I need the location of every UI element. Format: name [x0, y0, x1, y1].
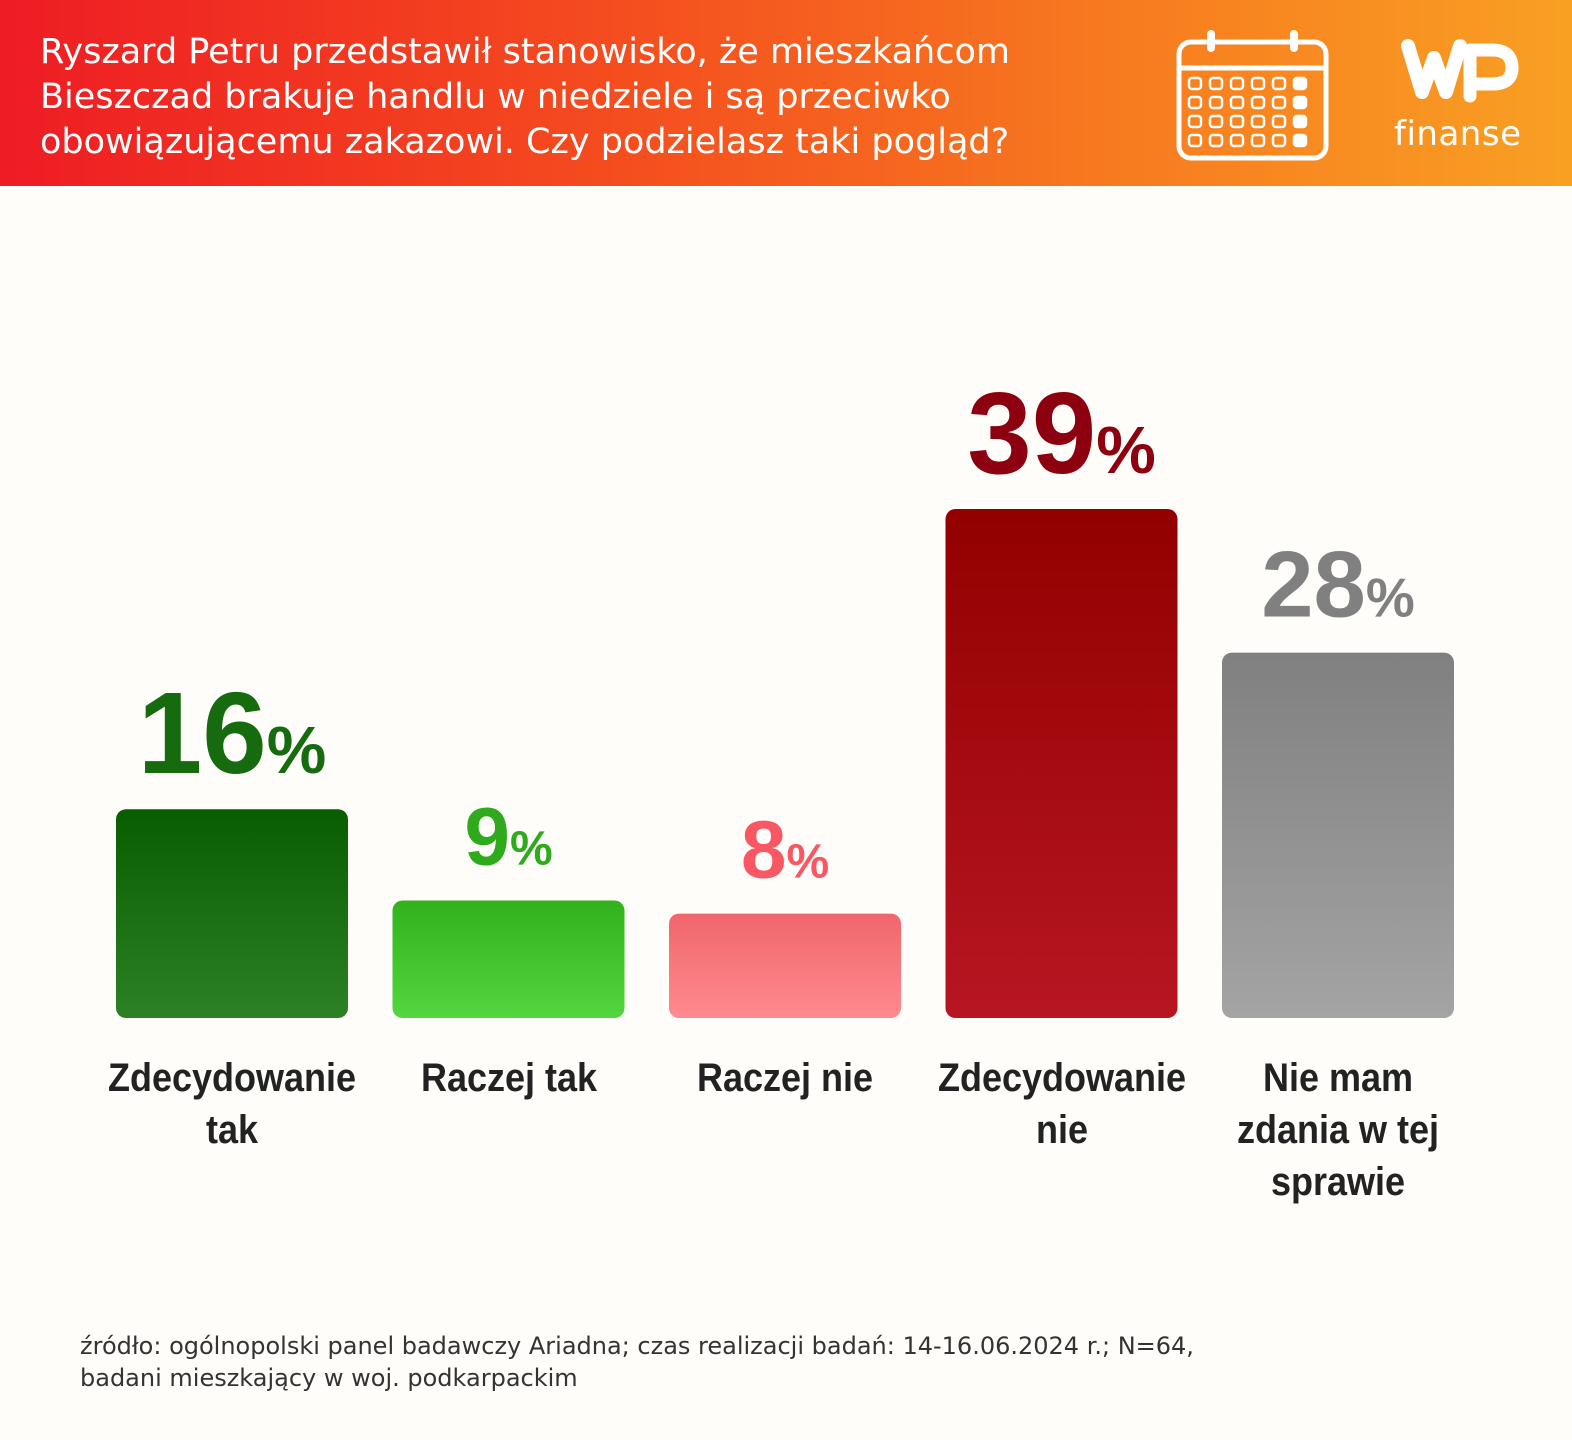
calendar-day-cell — [1208, 133, 1224, 148]
bar-value-label-2: 9% — [464, 792, 552, 883]
calendar-day-cell — [1187, 114, 1203, 129]
calendar-day-cell — [1292, 76, 1308, 91]
calendar-day-cell — [1229, 95, 1245, 110]
category-label-4: Zdecydowanie nie — [937, 1056, 1186, 1152]
category-label-5: Nie mam zdania w tej sprawie — [1236, 1056, 1440, 1204]
source-line-2: badani mieszkający w woj. podkarpackim — [80, 1364, 578, 1392]
category-label-1: Zdecydowanie tak — [107, 1056, 357, 1152]
calendar-day-cell — [1292, 95, 1308, 110]
calendar-day-cell — [1271, 95, 1287, 110]
bar-value-label-3: 8% — [741, 805, 829, 896]
category-label-3: Raczej nie — [696, 1056, 874, 1100]
calendar-day-cell — [1271, 133, 1287, 148]
calendar-day-cell — [1208, 114, 1224, 129]
calendar-day-cell — [1208, 76, 1224, 91]
logo-text: finanse — [1394, 114, 1522, 154]
bar-value-label-5: 28% — [1261, 532, 1414, 637]
calendar-day-cell — [1271, 114, 1287, 129]
bar-1 — [116, 809, 348, 1018]
calendar-day-cell — [1187, 76, 1203, 91]
source-line-1: źródło: ogólnopolski panel badawczy Aria… — [80, 1332, 1194, 1360]
wp-logo-mark — [1401, 39, 1519, 103]
survey-question: Ryszard Petru przedstawił stanowisko, że… — [40, 32, 1010, 162]
calendar-day-cell — [1250, 133, 1266, 148]
calendar-day-cell — [1250, 95, 1266, 110]
calendar-day-cell — [1187, 133, 1203, 148]
header-banner: Ryszard Petru przedstawił stanowisko, że… — [0, 0, 1572, 186]
calendar-day-cell — [1229, 133, 1245, 148]
calendar-day-cell — [1229, 114, 1245, 129]
bar-value-label-1: 16% — [138, 668, 327, 798]
calendar-icon — [1176, 30, 1329, 161]
calendar-day-cell — [1229, 76, 1245, 91]
bar-5 — [1222, 652, 1454, 1018]
source-note: źródło: ogólnopolski panel badawczy Aria… — [80, 1330, 1480, 1394]
calendar-day-cell — [1292, 133, 1308, 148]
calendar-day-cell — [1250, 114, 1266, 129]
bar-4 — [945, 509, 1178, 1018]
calendar-day-cell — [1250, 76, 1266, 91]
bar-3 — [669, 913, 901, 1018]
bar-value-label-4: 39% — [967, 368, 1156, 498]
calendar-day-cell — [1292, 114, 1308, 129]
bar-2 — [392, 900, 625, 1018]
calendar-day-cell — [1208, 95, 1224, 110]
calendar-day-cell — [1271, 76, 1287, 91]
bar-chart: 16% 9% 8% 39% 28% Zdecydowanie tak Raczej tak… — [0, 186, 1572, 1286]
calendar-day-cell — [1187, 95, 1203, 110]
bar-chart-svg: 16% 9% 8% 39% 28% — [116, 368, 1454, 1018]
category-label-2: Raczej tak — [420, 1056, 597, 1100]
wp-finanse-logo: finanse — [1390, 36, 1530, 156]
